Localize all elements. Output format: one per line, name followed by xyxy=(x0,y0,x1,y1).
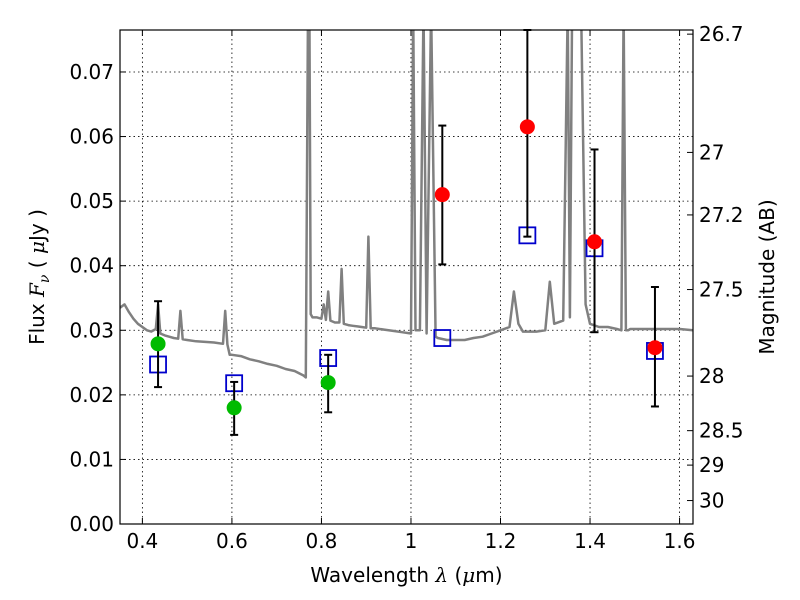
upper-limit-point xyxy=(150,336,166,352)
x-tick-label: 1.2 xyxy=(485,529,517,553)
model-spectrum-layer xyxy=(120,30,693,379)
x-axis-label: Wavelength λ (μm) xyxy=(310,563,502,587)
ticks-layer: 0.4 0.6 0.8 1 1.2 1.4 1.6 0.00 0.01 0.02 0.03 0.04 0… xyxy=(69,22,743,553)
y-tick-label: 0.04 xyxy=(69,254,114,278)
grid xyxy=(120,30,693,525)
x-tick-label: 0.6 xyxy=(216,529,248,553)
y-axis-label: Flux Fν ( μJy ) xyxy=(25,209,53,345)
upper-limit-point xyxy=(320,375,336,391)
y-tick-label: 0.00 xyxy=(69,512,114,536)
x-tick-label: 1.6 xyxy=(664,529,696,553)
detected-point xyxy=(587,234,603,250)
y-tick-label: 0.06 xyxy=(69,125,114,149)
mag-tick-label: 26.7 xyxy=(699,22,744,46)
model-photometry-box xyxy=(433,329,452,347)
y-tick-label: 0.02 xyxy=(69,383,114,407)
y-tick-label: 0.07 xyxy=(69,60,114,84)
x-tick-label: 0.4 xyxy=(126,529,158,553)
mag-tick-label: 27 xyxy=(699,140,724,164)
mag-tick-label: 27.5 xyxy=(699,278,744,302)
y-tick-label: 0.03 xyxy=(69,318,114,342)
detected-point xyxy=(519,119,535,135)
upper-limit-point xyxy=(226,400,242,416)
y-tick-label: 0.05 xyxy=(69,189,114,213)
y-tick-label: 0.01 xyxy=(69,447,114,471)
x-tick-label: 1.4 xyxy=(574,529,606,553)
model-spectrum-line xyxy=(120,30,693,379)
y2-axis-label: Magnitude (AB) xyxy=(755,199,779,354)
mag-tick-label: 27.2 xyxy=(699,203,744,227)
plot-frame xyxy=(119,29,694,525)
data-points-layer xyxy=(149,29,664,436)
mag-tick-label: 30 xyxy=(699,489,724,513)
mag-tick-label: 28 xyxy=(699,364,724,388)
detected-point xyxy=(434,187,450,203)
mag-tick-label: 28.5 xyxy=(699,419,744,443)
mag-tick-label: 29 xyxy=(699,453,724,477)
x-tick-label: 1 xyxy=(405,529,418,553)
x-tick-label: 0.8 xyxy=(306,529,338,553)
detected-point xyxy=(647,340,663,356)
